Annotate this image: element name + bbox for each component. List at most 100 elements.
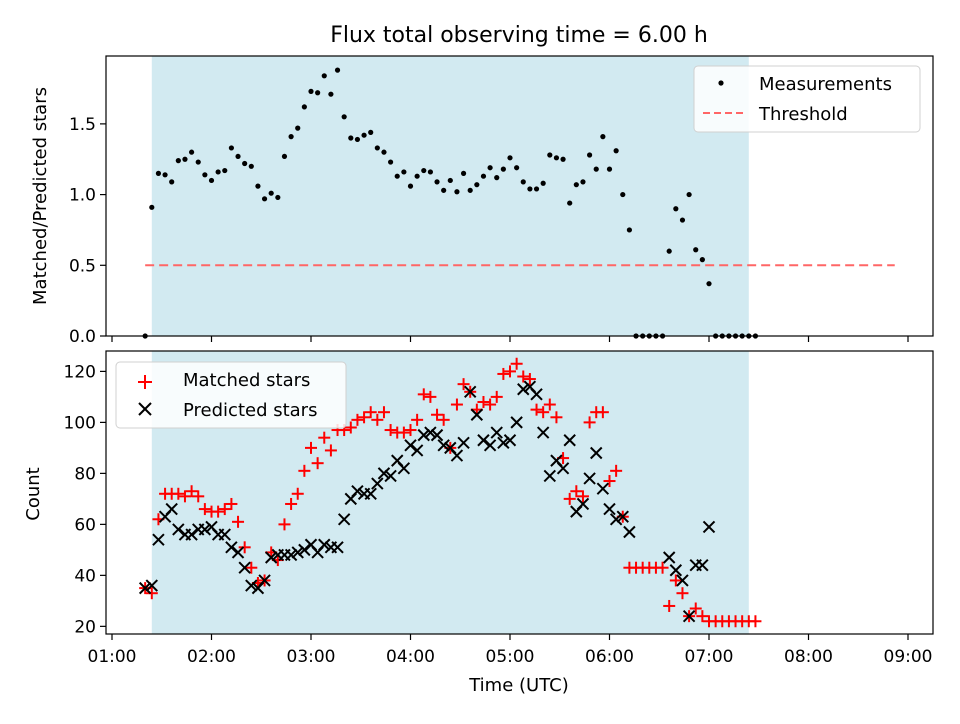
measurement-point: [195, 159, 201, 165]
predicted-star-point: [536, 426, 550, 439]
matched-star-point: [285, 497, 298, 510]
measurement-point: [500, 166, 506, 172]
predicted-star-point: [218, 528, 231, 541]
predicted-star-point: [337, 513, 351, 526]
measurement-point: [248, 163, 254, 169]
predicted-star-point: [662, 551, 676, 564]
matched-star-point: [570, 485, 583, 498]
measurement-point: [189, 149, 195, 155]
measurement-point: [301, 104, 307, 110]
matched-star-point: [311, 457, 324, 470]
measurement-point: [354, 136, 361, 143]
matched-star-point: [172, 487, 185, 500]
measurement-point: [235, 153, 241, 160]
matched-star-point: [504, 365, 516, 378]
measurement-point: [600, 134, 606, 140]
measurement-point: [275, 194, 281, 201]
measurement-point: [281, 153, 288, 160]
predicted-star-point: [530, 388, 543, 401]
predicted-star-point: [503, 434, 517, 447]
predicted-star-point: [145, 579, 159, 592]
measurement-point: [427, 169, 433, 175]
predicted-star-point: [682, 609, 696, 623]
matched-star-point: [497, 367, 510, 380]
predicted-star-point: [364, 487, 377, 500]
measurement-point: [547, 152, 553, 158]
xtick-label: 09:00: [884, 647, 933, 667]
bottom-ytick-label: 80: [74, 464, 96, 484]
matched-star-point: [603, 475, 616, 488]
matched-star-point: [358, 411, 371, 424]
top-ytick-label: 0.5: [69, 256, 96, 276]
measurement-point: [626, 227, 633, 233]
measurement-point: [149, 204, 155, 210]
xtick-label: 08:00: [784, 647, 833, 667]
matched-star-point: [676, 587, 689, 600]
predicted-star-point: [371, 477, 384, 490]
measurement-point: [699, 257, 705, 263]
matched-star-point: [245, 561, 258, 574]
predicted-star-point: [424, 426, 437, 439]
bottom-legend: Matched stars Predicted stars: [115, 361, 347, 429]
matched-star-point: [543, 398, 556, 411]
measurement-point: [215, 169, 221, 175]
measurement-point: [388, 159, 394, 165]
predicted-star-point: [417, 428, 430, 442]
matched-star-point: [563, 492, 576, 505]
bottom-ytick-label: 40: [74, 566, 96, 586]
legend-label-threshold: Threshold: [758, 104, 848, 125]
xtick-label: 01:00: [88, 647, 137, 667]
measurement-point: [460, 170, 467, 176]
predicted-star-point: [517, 383, 530, 396]
matched-star-point: [344, 421, 357, 434]
predicted-star-point: [596, 482, 610, 495]
measurement-point: [686, 191, 692, 198]
measurement-point: [527, 186, 533, 192]
top-ylabel: Matched/Predicted stars: [30, 87, 51, 305]
matched-star-point: [610, 464, 623, 477]
measurement-point: [454, 189, 460, 195]
matched-star-point: [550, 411, 563, 424]
matched-star-point: [351, 413, 364, 426]
matched-star-point: [192, 490, 205, 503]
matched-star-point: [411, 413, 424, 426]
matched-star-point: [318, 431, 331, 444]
bottom-panel: 20 40 60 80 100 120 01:00 02:00 03:00 04:00 05:00 0…: [23, 350, 934, 696]
predicted-star-point: [231, 546, 245, 559]
top-ytick-label: 1.5: [69, 115, 96, 135]
measurement-point: [487, 165, 493, 171]
predicted-star-point: [225, 541, 238, 554]
matched-star-point: [424, 390, 437, 403]
predicted-star-point: [696, 558, 709, 572]
predicted-star-point: [616, 510, 629, 523]
matched-star-point: [510, 357, 523, 370]
measurement-point: [434, 179, 440, 185]
predicted-star-point: [497, 436, 510, 449]
legend-label-predicted-stars: Predicted stars: [183, 400, 317, 421]
xtick-label: 04:00: [386, 647, 435, 667]
predicted-star-point: [264, 551, 278, 564]
measurement-point: [414, 173, 420, 179]
predicted-star-point: [138, 581, 152, 595]
measurement-point: [208, 177, 215, 184]
measurement-point: [255, 183, 261, 189]
measurement-point: [401, 169, 407, 175]
predicted-star-point: [583, 472, 596, 485]
measurement-point: [447, 177, 453, 184]
predicted-star-point: [676, 574, 689, 587]
predicted-star-point: [152, 533, 165, 546]
measurement-point: [169, 179, 175, 185]
predicted-star-point: [397, 462, 411, 475]
measurement-point: [666, 248, 672, 254]
predicted-star-point: [590, 446, 603, 460]
measurement-point: [533, 186, 540, 192]
measurement-point: [162, 172, 168, 178]
predicted-star-point: [470, 408, 484, 421]
predicted-star-point: [318, 538, 331, 551]
matched-star-point: [377, 406, 390, 419]
measurement-point: [407, 183, 414, 189]
matched-star-point: [232, 515, 245, 528]
bottom-ytick-label: 20: [74, 617, 96, 637]
predicted-star-point: [450, 449, 464, 462]
